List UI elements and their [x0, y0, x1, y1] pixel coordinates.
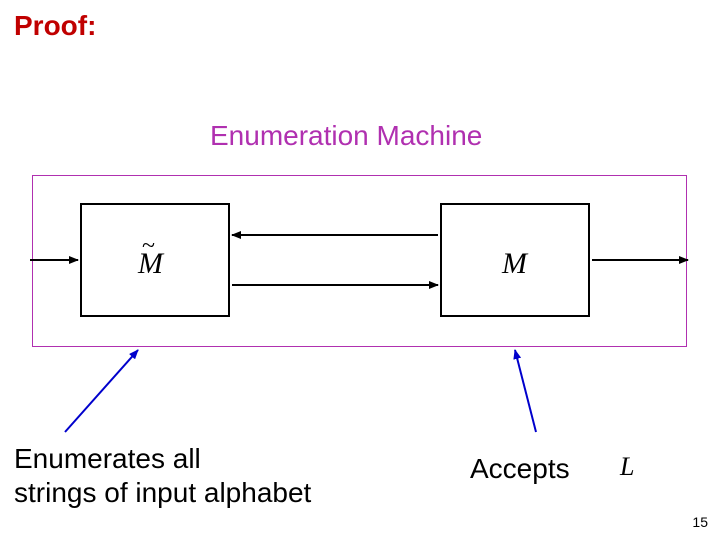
caption-enumerates-line2: strings of input alphabet: [14, 476, 311, 510]
slide-stage: Proof: Enumeration Machine ~ M M Enumera…: [0, 0, 720, 540]
box-m-tilde: ~ M: [80, 203, 230, 317]
caption-accepts: Accepts: [470, 452, 570, 486]
m-label: M: [502, 247, 527, 281]
language-symbol: L: [620, 452, 634, 482]
caption-enumerates-line1: Enumerates all: [14, 442, 311, 476]
pointer-to-mtilde: [65, 350, 138, 432]
proof-title: Proof:: [14, 10, 96, 42]
m-tilde-label: M: [138, 247, 163, 281]
pointer-to-m: [515, 350, 536, 432]
diagram-heading: Enumeration Machine: [210, 120, 482, 152]
caption-enumerates: Enumerates all strings of input alphabet: [14, 442, 311, 509]
page-number: 15: [692, 514, 708, 530]
box-m: M: [440, 203, 590, 317]
